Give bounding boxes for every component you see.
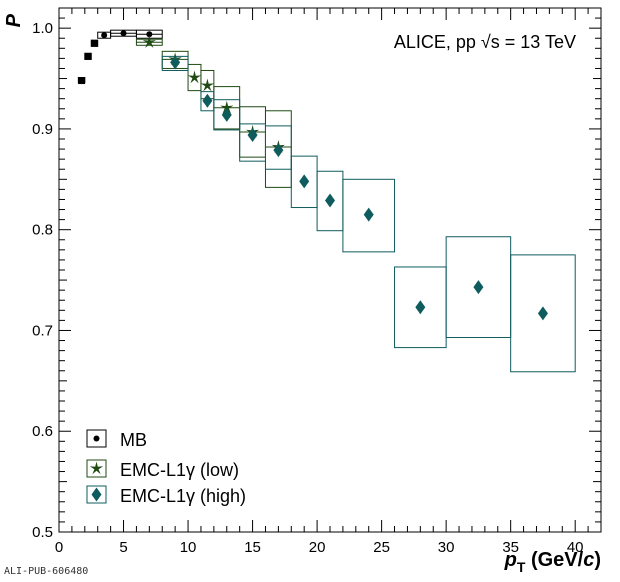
x-title-symbol: p	[504, 549, 517, 571]
legend-marker	[93, 435, 100, 442]
data-point	[537, 306, 548, 321]
y-tick-label: 1.0	[32, 20, 53, 37]
data-point	[473, 280, 484, 295]
legend-box	[86, 459, 107, 478]
x-tick-label: 25	[373, 539, 390, 556]
y-tick-label: 0.6	[32, 423, 53, 440]
data-point	[200, 78, 215, 92]
legend: MB EMC-L1γ (low) EMC-L1γ (high)	[86, 429, 246, 506]
x-tick-label: 40	[567, 539, 584, 556]
data-point	[170, 55, 181, 70]
x-tick-label: 15	[244, 539, 261, 556]
x-tick-label: 20	[309, 539, 326, 556]
y-tick-label: 0.7	[32, 322, 53, 339]
legend-marker	[91, 487, 102, 502]
syst-box	[342, 178, 396, 253]
data-point	[187, 70, 202, 84]
legend-box	[86, 485, 107, 504]
legend-marker	[89, 461, 104, 475]
plot-frame	[58, 7, 602, 533]
syst-box	[264, 125, 292, 170]
x-title-unit: (GeV/	[525, 549, 583, 571]
data-points	[78, 30, 548, 321]
x-title-close: )	[594, 549, 601, 571]
data-point	[90, 39, 98, 47]
data-point	[247, 127, 258, 142]
publication-id: ALI-PUB-606480	[4, 566, 89, 577]
data-point	[220, 100, 234, 114]
y-axis-title: P	[3, 13, 25, 27]
y-axis-title-text: P	[3, 13, 25, 27]
x-tick-label: 10	[180, 539, 197, 556]
data-point	[120, 30, 127, 37]
data-point	[84, 52, 92, 60]
legend-label: EMC-L1γ (low)	[120, 460, 239, 480]
y-tick-label: 0.9	[32, 121, 53, 138]
x-tick-label: 35	[502, 539, 519, 556]
x-axis-title: pT (GeV/c)	[504, 549, 601, 575]
data-point	[101, 32, 108, 39]
y-tick-label: 0.5	[32, 524, 53, 541]
syst-box	[510, 254, 576, 373]
legend-box	[86, 429, 107, 448]
x-tick-label: 5	[119, 539, 127, 556]
legend-label: MB	[120, 430, 147, 450]
data-point	[221, 107, 232, 122]
syst-box	[213, 99, 241, 131]
axes: 0 5 10 15 20 25 30 35 40 0.5 0.6 0.7 0.8 0.9 1.0	[32, 7, 602, 556]
x-tick-label: 30	[438, 539, 455, 556]
x-title-subscript: T	[517, 559, 526, 575]
x-tick-label: 0	[55, 539, 63, 556]
data-point	[202, 93, 213, 108]
data-point	[78, 77, 86, 85]
data-point	[325, 193, 335, 208]
data-point	[273, 143, 284, 158]
y-tick-label: 0.8	[32, 222, 53, 239]
x-title-unit-c: c	[583, 549, 594, 571]
data-point	[146, 31, 153, 38]
chart-annotation: ALICE, pp √s = 13 TeV	[394, 32, 576, 52]
data-point	[363, 207, 374, 222]
legend-label: EMC-L1γ (high)	[120, 486, 246, 506]
data-point	[299, 174, 310, 189]
data-point	[415, 300, 426, 315]
data-point	[142, 35, 156, 48]
